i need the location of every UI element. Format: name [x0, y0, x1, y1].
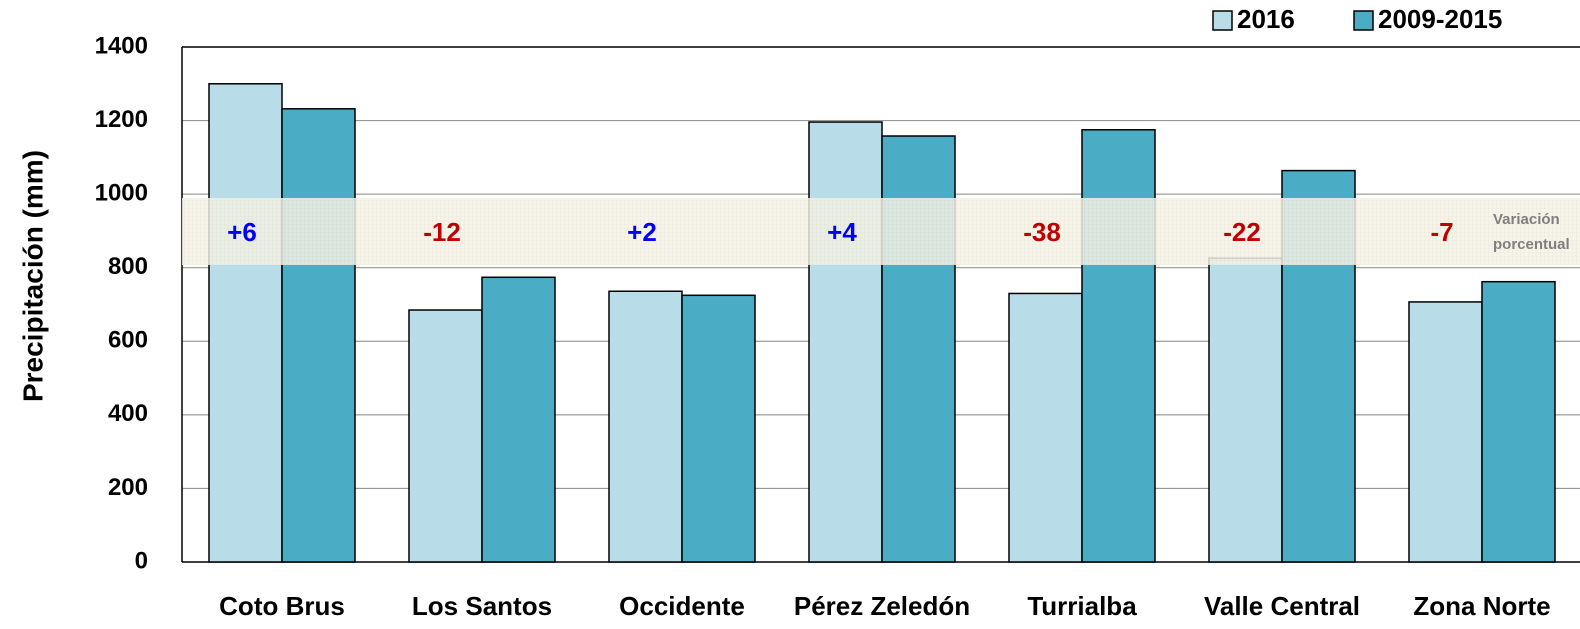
bar [1208, 257, 1283, 563]
variation-label: -38 [1023, 217, 1061, 247]
y-tick-label: 1200 [95, 106, 148, 133]
legend-swatch [1353, 10, 1374, 31]
variation-label: -12 [423, 217, 461, 247]
bar [1408, 301, 1483, 563]
bar [408, 309, 483, 563]
bar [1481, 280, 1556, 563]
y-tick-label: 0 [135, 547, 148, 574]
bar [681, 294, 756, 563]
legend-swatch [1212, 10, 1233, 31]
y-tick-label: 1000 [95, 179, 148, 206]
x-tick-label: Occidente [619, 591, 745, 621]
variation-band [182, 198, 1580, 265]
variation-label: -7 [1430, 217, 1453, 247]
bar [1008, 292, 1083, 563]
x-tick-label: Zona Norte [1413, 591, 1550, 621]
x-tick-label: Valle Central [1204, 591, 1360, 621]
bar [281, 108, 356, 563]
bar [208, 83, 283, 563]
band-label: Variación [1493, 211, 1560, 228]
y-tick-label: 1400 [95, 32, 148, 59]
y-tick-label: 800 [108, 253, 148, 280]
bar [1081, 129, 1156, 563]
y-axis-label: Precipitación (mm) [17, 150, 48, 402]
variation-label: +6 [227, 217, 257, 247]
bar [481, 276, 556, 563]
bar [608, 290, 683, 563]
bar [808, 121, 883, 563]
y-tick-label: 200 [108, 474, 148, 501]
x-tick-label: Coto Brus [219, 591, 345, 621]
legend-label: 2009-2015 [1378, 4, 1502, 34]
legend-label: 2016 [1237, 4, 1295, 34]
variation-label: +4 [827, 217, 857, 247]
y-tick-label: 400 [108, 400, 148, 427]
y-tick-label: 600 [108, 327, 148, 354]
x-tick-label: Turrialba [1027, 591, 1137, 621]
variation-label: -22 [1223, 217, 1261, 247]
band-label: porcentual [1493, 236, 1570, 253]
variation-label: +2 [627, 217, 657, 247]
x-tick-label: Pérez Zeledón [794, 591, 970, 621]
x-tick-label: Los Santos [412, 591, 552, 621]
